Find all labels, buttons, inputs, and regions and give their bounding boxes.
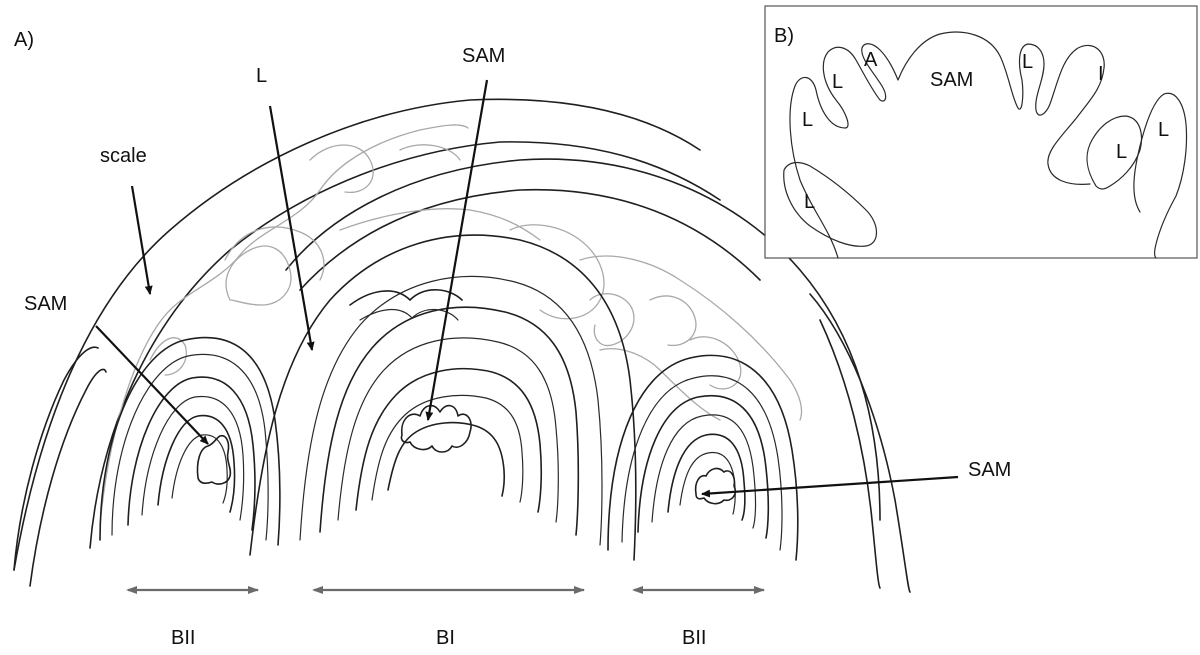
- panel-a: A): [13, 29, 1011, 649]
- label-sam-center: SAM: [462, 45, 505, 67]
- arrow-leaf: [268, 105, 315, 351]
- label-bii-right: BII: [682, 627, 706, 649]
- panel-a-label: A): [14, 29, 34, 51]
- label-b-l-bottom-left: L: [804, 191, 815, 213]
- panel-b-label: B): [774, 25, 794, 47]
- panel-b: B) SAM A I L L L L L L: [764, 5, 1198, 259]
- center-bud-outlines: [249, 234, 637, 561]
- grey-primordia-outlines: [99, 124, 803, 526]
- label-scale: scale: [100, 145, 147, 167]
- label-sam-right: SAM: [968, 459, 1011, 481]
- outer-scale-outlines: [13, 98, 911, 593]
- label-b-l-right-outer: L: [1158, 119, 1169, 141]
- label-b-a: A: [864, 49, 878, 71]
- label-b-l-top-center: L: [1022, 51, 1033, 73]
- right-bud-outlines: [607, 354, 799, 561]
- label-b-l-mid-left: L: [802, 109, 813, 131]
- panel-b-frame: [764, 5, 1198, 259]
- arrow-sam-right: [701, 475, 959, 498]
- left-bud-outlines: [99, 336, 281, 546]
- label-b-i: I: [1098, 63, 1104, 85]
- label-bii-left: BII: [171, 627, 195, 649]
- arrow-sam-left: [95, 325, 209, 445]
- panel-a-annotations: scale L SAM SAM SAM BII BI BII: [24, 45, 1011, 649]
- arrow-scale: [130, 185, 153, 295]
- arrow-sam-center: [425, 79, 489, 421]
- label-bi: BI: [436, 627, 455, 649]
- label-b-sam: SAM: [930, 69, 973, 91]
- label-leaf: L: [256, 65, 267, 87]
- panel-b-outlines: [783, 31, 1188, 259]
- label-b-l-right-inner: L: [1116, 141, 1127, 163]
- label-sam-left: SAM: [24, 293, 67, 315]
- label-b-l-top-left: L: [832, 71, 843, 93]
- panel-b-annotations: SAM A I L L L L L L: [802, 49, 1169, 213]
